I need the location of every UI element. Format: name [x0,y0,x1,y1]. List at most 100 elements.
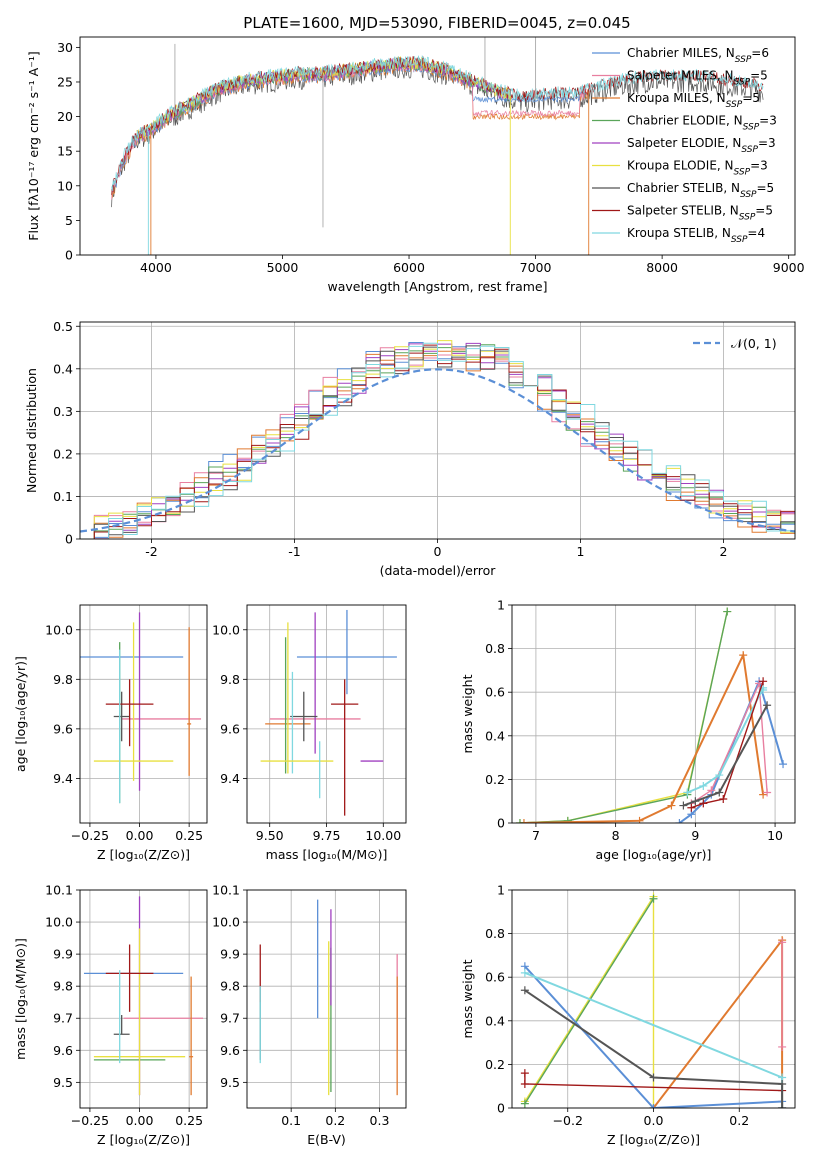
axes: 4000 5000 6000 7000 8000 9000 0 5 10 15 20 25 30 wave… [26,36,805,294]
weight-marker-chabrier-elodie [563,816,572,823]
y-tick-label: 10.0 [212,622,240,637]
weight-marker-chabrier-stelib [763,701,772,710]
axes: 7 8 9 10 0 0.2 0.4 0.6 0.8 1 age [log₁₀(age/yr)] ma… [460,598,796,862]
y-tick-label: 0.1 [53,489,73,504]
x-tick-label: 9.75 [313,828,341,843]
axes: 0.1 0.2 0.3 9.5 9.6 9.7 9.8 9.9 10.0 10.1 E(B-V) [212,883,407,1147]
y-axis-label: Flux [fλ10⁻¹⁷ erg cm⁻² s⁻¹ A⁻¹] [26,51,41,240]
axes-frame [511,889,796,1109]
x-tick-label: 0.3 [370,1113,390,1128]
y-tick-label: 9.4 [53,771,73,786]
weight-line-chabrier-stelib [683,704,768,807]
weight-marker-chabrier-stelib [691,797,700,806]
y-tick-label: 0.6 [485,970,505,985]
weight-marker-kroupa-miles [635,816,644,823]
weight-line-chabrier-elodie [519,611,728,823]
x-axis-label: (data-model)/error [380,563,497,578]
weight-line-salpeter-stelib [691,681,764,809]
x-tick-label: 2 [720,544,728,559]
mass-vs-ebv-panel: 0.1 0.2 0.3 9.5 9.6 9.7 9.8 9.9 10.0 10.1 E(B-V) [212,883,407,1147]
y-tick-label: 10.0 [45,622,73,637]
weight-marker-chabrier-miles [649,1104,658,1108]
x-axis-label: wavelength [Angstrom, rest frame] [327,279,547,294]
y-tick-label: 10.0 [212,915,240,930]
y-tick-label: 0.4 [485,728,505,743]
x-tick-label: -2 [145,544,157,559]
y-tick-label: 0.4 [485,1013,505,1028]
weight-marker-chabrier-miles [675,819,684,823]
grid [80,605,207,823]
x-tick-label: 0.25 [175,1113,203,1128]
x-tick-label: 8 [612,828,620,843]
y-tick-label: 1 [497,883,505,898]
spectrum-kroupa-stelib [111,54,764,191]
y-tick-label: 0 [65,532,73,547]
weight-marker-chabrier-elodie [649,894,658,903]
y-tick-label: 25 [57,74,73,89]
y-axis-label: mass weight [460,959,475,1038]
figure-title: PLATE=1600, MJD=53090, FIBERID=0045, z=0… [243,14,630,32]
y-tick-label: 9.6 [220,1043,240,1058]
plot-area [520,892,787,1108]
weight-marker-kroupa-miles [759,790,768,799]
weight-marker-chabrier-stelib [715,788,724,797]
y-tick-label: 9.7 [53,1011,73,1026]
plot-area [111,37,764,255]
y-tick-label: 9.9 [220,947,240,962]
y-tick-label: 0.8 [485,641,505,656]
weight-marker-chabrier-elodie [723,607,732,616]
y-tick-label: 9.7 [220,1011,240,1026]
x-tick-label: −0.2 [553,1113,583,1128]
x-tick-label: 0.2 [729,1113,749,1128]
weight-marker-salpeter-stelib [520,1069,529,1078]
weight-marker-kroupa-stelib [683,788,692,797]
x-tick-label: 5000 [267,260,299,275]
y-tick-label: 30 [57,40,73,55]
x-tick-label: 9.50 [256,828,284,843]
mass-vs-metallicity-panel: −0.25 0.00 0.25 9.5 9.6 9.7 9.8 9.9 10.0 10.1 Z [l… [13,883,208,1147]
grid [80,889,207,1108]
x-tick-label: 0.1 [281,1113,301,1128]
weight-line-chabrier-elodie [524,898,655,1104]
weight-marker-chabrier-stelib [649,1073,658,1082]
plot-area [80,612,202,804]
y-tick-label: 0 [65,248,73,263]
weight-marker-salpeter-miles [778,938,787,947]
legend-entry: Salpeter MILES, NSSP=5 [627,69,768,88]
grid [247,605,406,823]
plot-area [80,340,795,539]
weight-marker-chabrier-stelib [520,986,529,995]
histogram-kroupa-stelib [80,342,795,539]
weight-marker-kroupa-miles [519,819,528,823]
weight-marker-salpeter-miles [763,788,772,797]
spectrum-kroupa-elodie [136,55,511,140]
y-axis-label: mass weight [460,674,475,753]
y-tick-label: 0.2 [53,446,73,461]
weight-marker-kroupa-stelib [715,771,724,780]
y-axis-label: mass [log₁₀(M/M⊙)] [13,938,28,1060]
spectrum-panel: 4000 5000 6000 7000 8000 9000 0 5 10 15 20 25 30 wave… [26,36,805,294]
x-axis-label: Z [log₁₀(Z/Z⊙)] [97,1132,190,1147]
spectrum-kroupa-miles [111,61,589,199]
axes-frame [79,321,796,540]
weight-marker-chabrier-elodie [520,1099,529,1108]
legend-entry: Chabrier ELODIE, NSSP=3 [627,114,777,133]
x-axis-label: age [log₁₀(age/yr)] [596,847,712,862]
axes: −0.25 0.00 0.25 9.4 9.6 9.8 10.0 Z [log₁₀(Z/Z⊙)… [13,604,208,862]
legend-entry: Salpeter STELIB, NSSP=5 [627,204,773,223]
y-tick-label: 9.5 [220,1075,240,1090]
weight-marker-chabrier-stelib [679,801,688,810]
legend-entry: Chabrier MILES, NSSP=6 [627,46,769,65]
x-tick-label: 4000 [140,260,172,275]
y-tick-label: 9.9 [53,947,73,962]
x-tick-label: 0.25 [175,828,203,843]
y-tick-label: 20 [57,109,73,124]
weight-marker-salpeter-stelib [687,803,696,812]
axes-frame [79,889,208,1109]
weight-line-chabrier-stelib [524,989,784,1108]
y-tick-label: 0.6 [485,685,505,700]
legend-entry: Chabrier STELIB, NSSP=5 [627,181,774,200]
x-axis-label: Z [log₁₀(Z/Z⊙)] [607,1132,700,1147]
y-axis-label: Normed distribution [24,368,39,493]
